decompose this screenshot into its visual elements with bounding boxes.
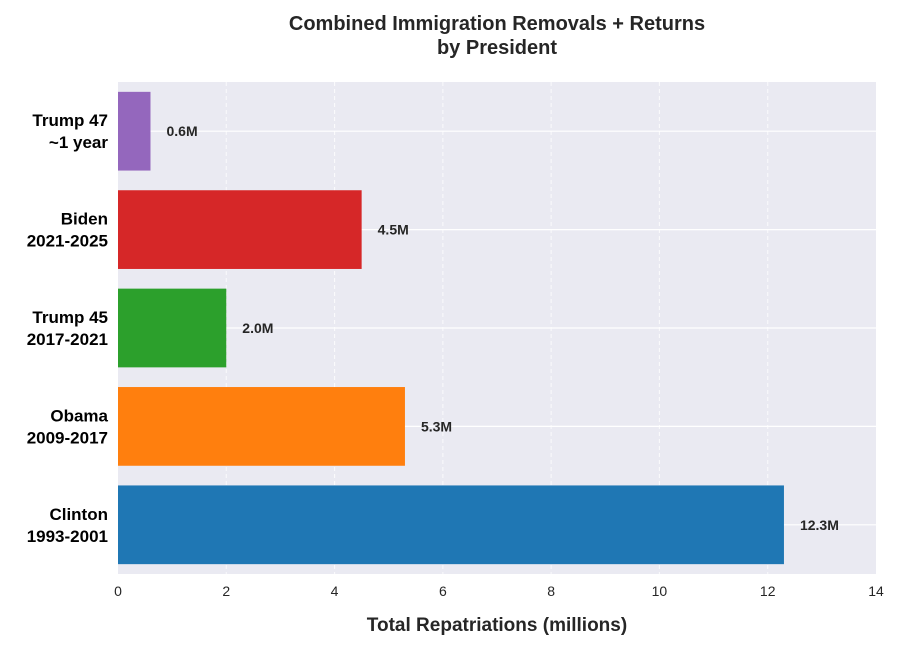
x-tick-label-3: 6 <box>439 583 447 599</box>
category-label-2-line-2: 2009-2017 <box>27 428 108 447</box>
category-label-4-line-2: 2021-2025 <box>27 232 108 251</box>
bar-1 <box>118 485 784 565</box>
value-label-5: 0.6M <box>166 123 197 139</box>
category-label-5-line-1: Trump 47 <box>32 111 108 130</box>
bar-5 <box>118 91 151 171</box>
category-label-3-line-1: Trump 45 <box>32 308 108 327</box>
bar-3 <box>118 288 227 368</box>
x-tick-label-2: 4 <box>331 583 339 599</box>
x-tick-label-4: 8 <box>547 583 555 599</box>
value-label-4: 4.5M <box>378 222 409 238</box>
value-labels: 12.3M 5.3M 2.0M 4.5M 0.6M <box>166 123 838 533</box>
value-label-3: 2.0M <box>242 320 273 336</box>
category-labels: Clinton 1993-2001 Obama 2009-2017 Trump 45 20… <box>27 111 109 546</box>
bar-2 <box>118 387 405 466</box>
bars <box>118 91 784 565</box>
category-label-4-line-1: Biden <box>61 210 108 229</box>
chart-title-line-2: by President <box>437 37 557 59</box>
x-axis-ticks: 0 2 4 6 8 10 12 14 <box>114 583 884 599</box>
x-axis-title: Total Repatriations (millions) <box>367 615 627 636</box>
x-tick-label-1: 2 <box>222 583 230 599</box>
category-label-5-line-2: ~1 year <box>49 133 108 152</box>
x-tick-label-5: 10 <box>652 583 668 599</box>
x-tick-label-0: 0 <box>114 583 122 599</box>
x-tick-label-6: 12 <box>760 583 776 599</box>
x-tick-label-7: 14 <box>868 583 884 599</box>
category-label-1-line-1: Clinton <box>49 505 108 524</box>
category-label-3-line-2: 2017-2021 <box>27 330 108 349</box>
category-label-2-line-1: Obama <box>50 406 108 425</box>
value-label-2: 5.3M <box>421 418 452 434</box>
value-label-1: 12.3M <box>800 517 839 533</box>
chart-title-line-1: Combined Immigration Removals + Returns <box>289 13 705 35</box>
bar-4 <box>118 190 362 269</box>
category-label-1-line-2: 1993-2001 <box>27 527 108 546</box>
